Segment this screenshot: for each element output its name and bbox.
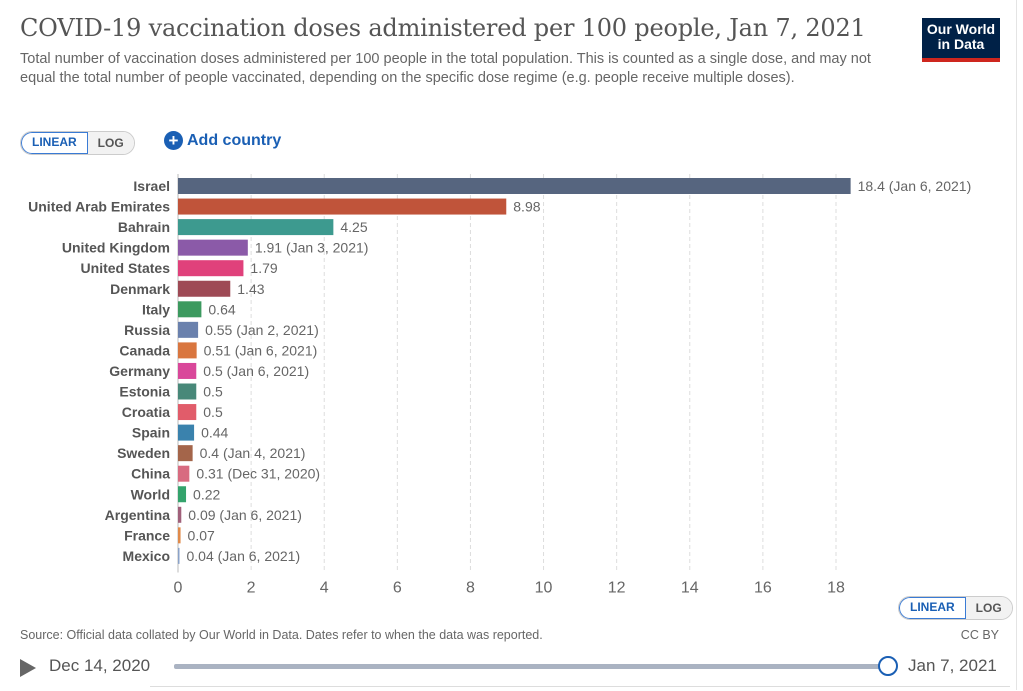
x-tick-label: 16 [754,579,772,596]
x-tick-label: 0 [174,579,183,596]
category-label[interactable]: Sweden [117,445,170,461]
x-tick-label: 10 [535,579,553,596]
category-label[interactable]: Bahrain [118,219,170,235]
value-label: 0.22 [193,486,220,502]
value-label: 8.98 [513,199,540,215]
value-label: 0.09 (Jan 6, 2021) [188,507,302,523]
timeline-end-date: Jan 7, 2021 [908,656,997,675]
bar[interactable] [178,445,193,462]
logo-line-1: Our World [926,21,996,37]
value-label: 0.31 (Dec 31, 2020) [196,466,320,482]
chart-title: COVID-19 vaccination doses administered … [20,14,866,42]
bar[interactable] [178,424,195,441]
x-tick-label: 6 [393,579,402,596]
x-tick-label: 2 [247,579,256,596]
scale-log-button-bottom[interactable]: LOG [965,597,1012,619]
bar[interactable] [178,465,190,482]
logo-line-2: in Data [937,36,985,52]
add-country-button[interactable]: + Add country [164,131,281,150]
scale-linear-button-bottom[interactable]: LINEAR [899,597,966,619]
x-tick-label: 18 [827,579,845,596]
bar[interactable] [178,280,231,297]
bar[interactable] [178,239,248,256]
value-label: 1.79 [250,260,277,276]
category-label[interactable]: Germany [109,363,170,379]
add-country-label: Add country [187,131,282,149]
timeline-track[interactable] [174,664,886,669]
value-label: 0.4 (Jan 4, 2021) [200,445,306,461]
license-link[interactable]: CC BY [960,628,999,642]
category-label[interactable]: United Arab Emirates [28,199,170,215]
category-label[interactable]: United Kingdom [62,240,170,256]
scale-linear-button[interactable]: LINEAR [21,132,88,154]
value-label: 0.5 (Jan 6, 2021) [203,363,309,379]
bar[interactable] [178,383,197,400]
category-label[interactable]: Russia [124,322,170,338]
value-label: 0.55 (Jan 2, 2021) [205,322,319,338]
timeline-start-date: Dec 14, 2020 [49,656,151,675]
value-label: 0.04 (Jan 6, 2021) [187,548,301,564]
category-label[interactable]: Canada [119,342,170,358]
value-label: 4.25 [340,219,367,235]
bar[interactable] [178,547,180,564]
category-label[interactable]: Italy [142,301,170,317]
timeline-handle[interactable] [878,656,898,676]
owid-logo[interactable]: Our World in Data [922,18,1000,62]
bar[interactable] [178,404,197,421]
value-label: 0.5 [203,404,223,420]
category-label[interactable]: Israel [133,178,170,194]
bar[interactable] [178,260,244,277]
value-label: 0.44 [201,425,228,441]
value-label: 0.64 [208,301,235,317]
bar[interactable] [178,527,181,544]
timeline: Dec 14, 2020 Jan 7, 2021 [20,654,1010,680]
bar[interactable] [178,506,182,523]
category-label[interactable]: Estonia [119,384,170,400]
x-tick-label: 14 [681,579,699,596]
value-label: 1.43 [237,281,264,297]
bar-chart: Israel 18.4 (Jan 6, 2021) United Arab Emir… [28,174,972,596]
category-label[interactable]: China [131,466,170,482]
value-label: 0.07 [188,527,215,543]
chart-subtitle: Total number of vaccination doses admini… [20,51,871,86]
scale-toggle-bottom: LINEAR LOG [898,596,1013,620]
scale-log-button[interactable]: LOG [87,132,134,154]
category-label[interactable]: Mexico [123,548,170,564]
bar[interactable] [178,321,199,338]
value-label: 1.91 (Jan 3, 2021) [255,240,369,256]
bar[interactable] [178,219,334,236]
plus-circle-icon: + [164,131,183,150]
x-tick-label: 12 [608,579,626,596]
scale-toggle-top: LINEAR LOG [20,131,135,155]
category-label[interactable]: Croatia [122,404,170,420]
category-label[interactable]: Denmark [110,281,170,297]
x-tick-label: 8 [466,579,475,596]
value-label: 0.51 (Jan 6, 2021) [204,342,318,358]
category-label[interactable]: France [124,527,170,543]
x-tick-label: 4 [320,579,329,596]
bar[interactable] [178,362,197,379]
category-label[interactable]: World [131,486,170,502]
value-label: 18.4 (Jan 6, 2021) [858,178,972,194]
play-icon[interactable] [20,659,36,677]
bar[interactable] [178,486,187,503]
bar[interactable] [178,342,197,359]
bar[interactable] [178,198,507,215]
category-label[interactable]: United States [81,260,171,276]
category-label[interactable]: Argentina [105,507,171,523]
source-note: Source: Official data collated by Our Wo… [20,628,543,642]
category-label[interactable]: Spain [132,425,170,441]
bar[interactable] [178,178,851,194]
tab-strip [150,686,1010,691]
value-label: 0.5 [203,384,223,400]
bar[interactable] [178,301,202,318]
